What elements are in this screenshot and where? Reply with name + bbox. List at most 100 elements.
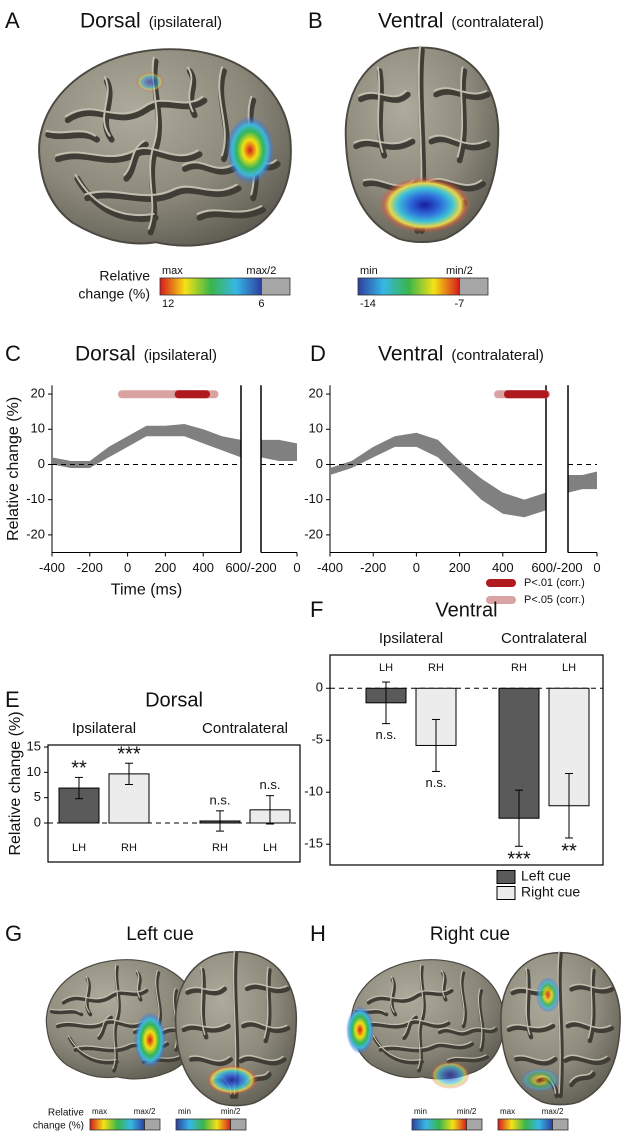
confidence-band xyxy=(330,432,546,518)
colorbar-value: -14 xyxy=(360,298,376,310)
group-label: Ipsilateral xyxy=(379,630,443,647)
confidence-band xyxy=(261,439,297,461)
hemisphere-label: LH xyxy=(263,842,277,854)
activation xyxy=(206,1065,258,1095)
x-tick-label: 600/-200 xyxy=(225,560,276,575)
panel-letter: B xyxy=(308,8,323,33)
hemisphere-label: RH xyxy=(428,662,444,674)
legend-swatch xyxy=(496,886,516,900)
brain-frontal xyxy=(501,952,620,1105)
group-label: Contralateral xyxy=(501,630,587,647)
significance-label: ** xyxy=(71,758,87,780)
y-tick-label: 10 xyxy=(309,421,323,436)
legend-label: P<.01 (corr.) xyxy=(524,577,585,589)
activation xyxy=(536,977,560,1013)
colorbar-label: max xyxy=(500,1107,515,1116)
y-tick-label: 20 xyxy=(31,385,45,400)
x-tick-label: 400 xyxy=(192,560,214,575)
panel-title: Dorsal xyxy=(145,689,203,711)
significance-label: n.s. xyxy=(210,792,231,807)
colorbar-gradient xyxy=(497,1118,553,1131)
panel-subtitle: (contralateral) xyxy=(451,14,544,31)
y-tick-label: -20 xyxy=(26,526,45,541)
colorbar-gray xyxy=(458,277,489,296)
panel-letter: H xyxy=(310,921,326,946)
x-tick-label: 600/-200 xyxy=(531,560,582,575)
colorbar-value: 6 xyxy=(258,298,264,310)
plot-frame xyxy=(47,744,301,863)
colorbar-label: min xyxy=(360,265,378,277)
hemisphere-label: RH xyxy=(212,842,228,854)
significance-label: ** xyxy=(561,840,577,862)
panel-letter: E xyxy=(5,687,20,712)
x-tick-label: -200 xyxy=(360,560,386,575)
colorbar-gray xyxy=(144,1118,161,1131)
colorbar-label: min xyxy=(414,1107,427,1116)
panel-subtitle: (ipsilateral) xyxy=(144,347,217,364)
legend-label: P<.05 (corr.) xyxy=(524,594,585,606)
y-tick-label: 0 xyxy=(316,680,323,695)
panel-title: Dorsal xyxy=(75,343,136,366)
panel-title: Ventral xyxy=(378,10,443,33)
colorbar-gradient xyxy=(175,1118,231,1131)
y-tick-label: 0 xyxy=(38,456,45,471)
colorbar-gradient xyxy=(159,277,262,296)
colorbar-label: max xyxy=(162,265,183,277)
y-tick-label: 10 xyxy=(31,421,45,436)
activation xyxy=(430,1061,470,1089)
bar xyxy=(548,687,590,807)
panel-title: Ventral xyxy=(435,599,497,621)
colorbar-label: max xyxy=(92,1107,107,1116)
colorbar-gray xyxy=(466,1118,483,1131)
y-tick-label: -15 xyxy=(304,836,323,851)
panel-letter: A xyxy=(5,8,20,33)
x-tick-label: -400 xyxy=(317,560,343,575)
activation xyxy=(226,116,274,184)
plot-frame xyxy=(329,654,604,866)
panel-title: Left cue xyxy=(126,924,194,945)
significance-label: n.s. xyxy=(376,727,397,742)
brain-lateral xyxy=(351,960,504,1079)
y-tick-label: 10 xyxy=(27,764,41,779)
y-tick-label: 15 xyxy=(27,738,41,753)
x-tick-label: 0 xyxy=(293,560,300,575)
y-tick-label: 0 xyxy=(316,456,323,471)
brain-images xyxy=(39,47,620,1106)
significance-label: *** xyxy=(507,849,531,871)
y-tick-label: -10 xyxy=(304,491,323,506)
colorbar-label: max/2 xyxy=(246,265,276,277)
colorbar-gray xyxy=(552,1118,569,1131)
colorbar-caption: Relative xyxy=(99,268,150,284)
y-tick-label: 0 xyxy=(34,814,41,829)
significance-label: *** xyxy=(117,744,141,766)
y-axis-label: Relative change (%) xyxy=(5,397,22,541)
hemisphere-label: RH xyxy=(121,842,137,854)
colorbar-label: max/2 xyxy=(134,1107,156,1116)
colorbar-caption: change (%) xyxy=(78,286,150,302)
colorbar-label: min/2 xyxy=(457,1107,477,1116)
y-tick-label: 5 xyxy=(34,789,41,804)
hemisphere-label: LH xyxy=(379,662,393,674)
x-tick-label: 0 xyxy=(124,560,131,575)
panel-letter: C xyxy=(5,341,21,366)
hemisphere-label: RH xyxy=(511,662,527,674)
colorbar-gray xyxy=(230,1118,247,1131)
y-axis-label: Relative change (%) xyxy=(7,711,24,855)
x-tick-label: 400 xyxy=(492,560,514,575)
legend-label: Left cue xyxy=(521,868,571,884)
panel-letter: D xyxy=(310,341,326,366)
x-tick-label: 200 xyxy=(449,560,471,575)
colorbar-value: 12 xyxy=(162,298,174,310)
x-tick-label: 200 xyxy=(155,560,177,575)
group-label: Contralateral xyxy=(202,720,288,737)
activation xyxy=(346,1006,374,1054)
panel-subtitle: (ipsilateral) xyxy=(149,14,222,31)
panel-letter: G xyxy=(5,921,22,946)
colorbar-gradient xyxy=(411,1118,467,1131)
colorbar-label: min/2 xyxy=(221,1107,241,1116)
colorbar-label: max/2 xyxy=(542,1107,564,1116)
colorbar-gray xyxy=(260,277,291,296)
